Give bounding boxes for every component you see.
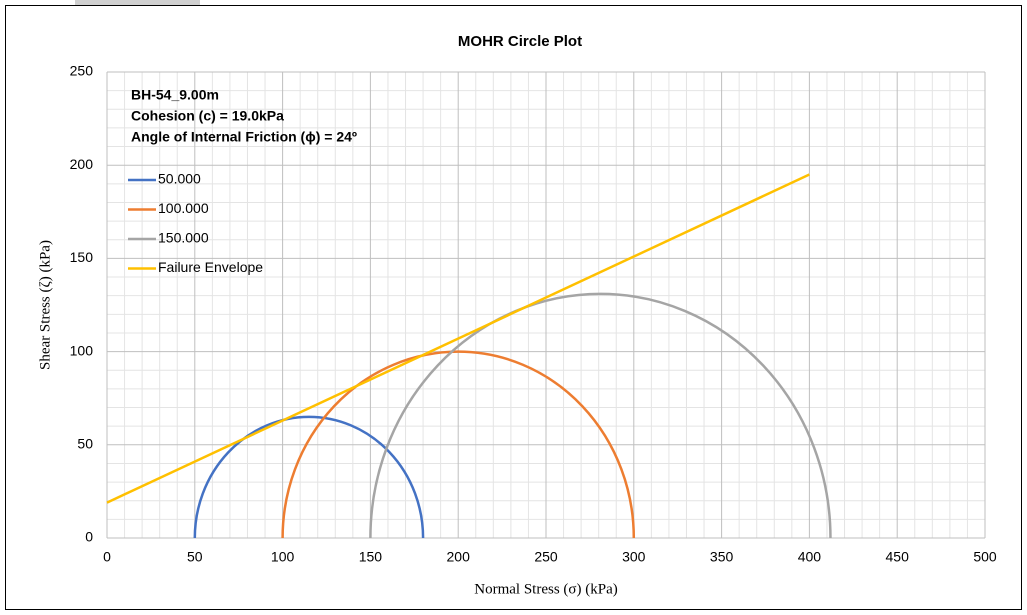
x-tick-label: 400 bbox=[798, 549, 822, 565]
y-tick-label: 50 bbox=[77, 436, 93, 452]
x-tick-label: 200 bbox=[447, 549, 471, 565]
failure-envelope bbox=[106, 173, 810, 504]
y-tick-label: 200 bbox=[70, 156, 94, 172]
mohr-circle bbox=[281, 350, 636, 539]
chart-title: MOHR Circle Plot bbox=[458, 33, 582, 50]
x-tick-label: 450 bbox=[886, 549, 910, 565]
annotation: Cohesion (c) = 19.0kPa bbox=[131, 108, 284, 124]
y-axis-label: Shear Stress (ζ) (kPa) bbox=[37, 240, 53, 370]
x-axis-label: Normal Stress (σ) (kPa) bbox=[474, 581, 617, 597]
x-tick-label: 350 bbox=[710, 549, 734, 565]
x-tick-label: 150 bbox=[359, 549, 383, 565]
x-tick-label: 50 bbox=[187, 549, 203, 565]
mohr-circle bbox=[369, 292, 832, 539]
x-tick-label: 100 bbox=[271, 549, 295, 565]
annotation: Angle of Internal Friction (ϕ) = 24º bbox=[131, 129, 357, 145]
x-tick-label: 0 bbox=[103, 549, 111, 565]
annotation: BH-54_9.00m bbox=[131, 87, 219, 103]
decoration bbox=[75, 0, 200, 5]
y-tick-label: 250 bbox=[70, 63, 94, 79]
x-tick-label: 300 bbox=[622, 549, 646, 565]
legend-label: 100.000 bbox=[158, 200, 209, 216]
legend-label: 150.000 bbox=[158, 230, 209, 246]
x-tick-label: 500 bbox=[973, 549, 997, 565]
x-tick-label: 250 bbox=[534, 549, 558, 565]
y-tick-label: 0 bbox=[85, 529, 93, 545]
legend-label: 50.000 bbox=[158, 171, 201, 187]
chart-border bbox=[5, 5, 1022, 610]
y-tick-label: 100 bbox=[70, 342, 94, 358]
y-tick-label: 150 bbox=[70, 249, 94, 265]
legend-label: Failure Envelope bbox=[158, 259, 263, 275]
mohr-circle bbox=[193, 415, 425, 539]
